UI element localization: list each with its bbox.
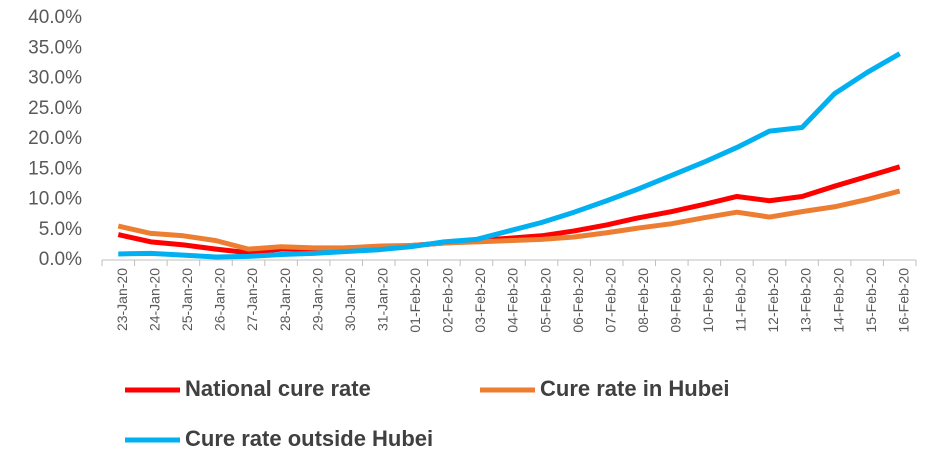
y-tick-label: 20.0%: [28, 128, 82, 149]
x-tick-label: 30-Jan-20: [342, 268, 358, 331]
x-tick-label: 01-Feb-20: [407, 268, 423, 333]
x-tick-label: 26-Jan-20: [212, 268, 228, 331]
x-tick-label: 12-Feb-20: [765, 268, 781, 333]
y-tick-label: 35.0%: [28, 37, 82, 58]
legend-label: Cure rate in Hubei: [540, 376, 729, 401]
y-tick-label: 5.0%: [39, 219, 82, 240]
x-tick-label: 04-Feb-20: [505, 268, 521, 333]
x-tick-label: 03-Feb-20: [472, 268, 488, 333]
y-tick-label: 25.0%: [28, 98, 82, 119]
x-tick-label: 31-Jan-20: [374, 268, 390, 331]
x-tick-label: 13-Feb-20: [798, 268, 814, 333]
x-tick-label: 14-Feb-20: [830, 268, 846, 333]
x-tick-label: 06-Feb-20: [570, 268, 586, 333]
y-tick-label: 15.0%: [28, 158, 82, 179]
x-tick-label: 28-Jan-20: [277, 268, 293, 331]
y-tick-label: 0.0%: [39, 249, 82, 270]
x-tick-label: 25-Jan-20: [179, 268, 195, 331]
y-tick-label: 10.0%: [28, 189, 82, 210]
y-tick-label: 30.0%: [28, 68, 82, 89]
x-tick-label: 09-Feb-20: [668, 268, 684, 333]
x-tick-label: 10-Feb-20: [700, 268, 716, 333]
x-tick-label: 23-Jan-20: [114, 268, 130, 331]
x-tick-label: 05-Feb-20: [537, 268, 553, 333]
x-tick-label: 08-Feb-20: [635, 268, 651, 333]
x-tick-label: 15-Feb-20: [863, 268, 879, 333]
x-tick-label: 29-Jan-20: [309, 268, 325, 331]
x-tick-label: 24-Jan-20: [147, 268, 163, 331]
x-tick-label: 27-Jan-20: [244, 268, 260, 331]
x-tick-label: 02-Feb-20: [440, 268, 456, 333]
x-tick-label: 11-Feb-20: [733, 268, 749, 332]
legend-label: National cure rate: [185, 376, 371, 401]
series-line: [117, 188, 901, 252]
legend-label: Cure rate outside Hubei: [185, 426, 433, 451]
x-tick-label: 07-Feb-20: [602, 268, 618, 333]
y-tick-label: 40.0%: [28, 7, 82, 28]
x-tick-label: 16-Feb-20: [895, 268, 911, 333]
series-line: [118, 51, 901, 260]
